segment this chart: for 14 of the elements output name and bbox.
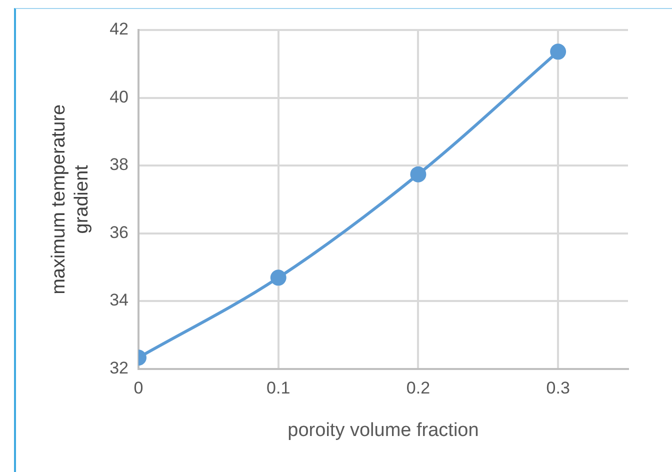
point <box>410 166 426 182</box>
x-axis-title: poroity volume fraction <box>288 420 479 441</box>
x-tick-label: 0.3 <box>546 378 570 398</box>
y-tick-label: 32 <box>110 358 129 378</box>
x-tick-label: 0 <box>134 378 144 398</box>
y-tick-label: 40 <box>110 87 129 106</box>
x-tick-label: 0.1 <box>266 378 290 398</box>
y-tick-label: 36 <box>110 222 129 242</box>
y-tick-label: 38 <box>110 155 129 174</box>
point <box>550 44 566 60</box>
y-axis-title: maximum temperature gradient <box>48 104 92 294</box>
y-tick-label: 42 <box>110 20 129 39</box>
y-tick-label: 34 <box>110 290 129 310</box>
x-tick-label: 0.2 <box>406 378 430 398</box>
